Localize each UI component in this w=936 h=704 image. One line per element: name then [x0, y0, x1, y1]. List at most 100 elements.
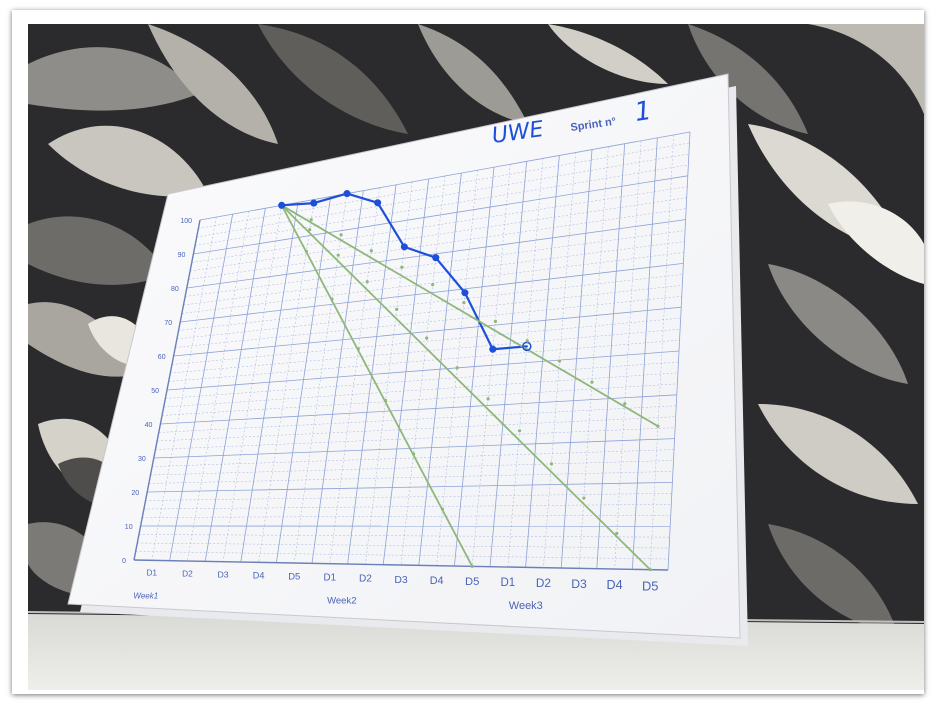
ideal-marker — [493, 319, 498, 324]
ideal-marker — [486, 397, 490, 401]
grid-line-h — [170, 328, 681, 374]
ideal-marker — [615, 531, 619, 535]
ideal-marker — [383, 398, 388, 403]
grid-line-v — [204, 208, 266, 562]
chart-points — [278, 190, 660, 572]
ideal-marker — [431, 282, 435, 287]
grid-line-v — [507, 158, 544, 568]
x-axis — [133, 559, 669, 571]
y-tick-label: 10 — [125, 524, 133, 531]
grid-line-v — [454, 167, 495, 567]
ideal-marker — [549, 462, 554, 466]
ideal-line — [280, 204, 659, 428]
grid-line-v — [667, 131, 691, 571]
ideal-marker — [400, 265, 404, 269]
ideal-marker — [330, 297, 334, 301]
grid-line-v — [525, 155, 560, 568]
grid-line-v — [311, 190, 364, 564]
x-tick-label: D5 — [465, 576, 479, 588]
sprint-number: 1 — [633, 96, 654, 128]
ideal-marker — [365, 280, 369, 284]
ideal-marker — [336, 253, 340, 257]
actual-data-point — [278, 201, 286, 209]
grid-line-v — [472, 164, 511, 567]
y-tick-label: 60 — [158, 354, 166, 361]
grid-line-v — [222, 205, 282, 562]
photo: UWE Sprint n° 1 0 10 20 30 40 50 60 70 80 90 100 D1… — [28, 24, 924, 690]
grid-line-v — [489, 161, 528, 567]
wallpaper-leaves — [28, 24, 924, 634]
grid-line-h — [157, 416, 676, 442]
week-label: Week1 — [133, 591, 158, 600]
x-tick-label: D3 — [571, 577, 587, 591]
chart-axes — [133, 219, 669, 571]
grid-line-v — [560, 149, 593, 569]
week-label: Week3 — [509, 600, 543, 612]
x-tick-label: D2 — [536, 576, 551, 590]
x-tick-label: D1 — [500, 577, 515, 589]
ideal-marker — [648, 568, 652, 572]
actual-data-point — [400, 243, 408, 251]
grid-line-v — [632, 137, 658, 570]
actual-data-point — [461, 289, 469, 297]
ideal-marker — [623, 402, 627, 406]
grid-line-h — [152, 449, 675, 467]
ideal-marker — [462, 301, 466, 305]
grid-line-v — [329, 187, 380, 564]
y-tick-label: 0 — [122, 558, 126, 565]
grid-line-v — [418, 173, 462, 566]
y-tick-label: 90 — [178, 252, 186, 259]
actual-data-point — [432, 254, 440, 262]
ideal-marker — [470, 564, 474, 568]
ideal-marker — [425, 336, 429, 340]
x-tick-label: D5 — [288, 571, 300, 582]
actual-data-point — [374, 199, 382, 207]
x-tick-label: D4 — [253, 571, 265, 581]
grid-line-h — [175, 296, 682, 348]
y-tick-label: 30 — [138, 456, 146, 463]
grid-line-h — [148, 471, 673, 484]
grid-line-h — [176, 285, 683, 340]
ideal-line — [280, 204, 474, 568]
grid-line-v — [258, 199, 315, 563]
x-tick-label: D3 — [394, 575, 408, 586]
actual-data-point — [489, 345, 497, 353]
y-tick-label: 70 — [164, 320, 172, 327]
x-tick-label: D4 — [607, 578, 623, 592]
grid-line-v — [169, 214, 234, 561]
ideal-marker — [411, 452, 416, 456]
grid-line-v — [382, 178, 430, 565]
grid-line-v — [614, 140, 642, 570]
x-tick-label: D2 — [182, 568, 193, 578]
y-tick-label: 80 — [171, 286, 179, 293]
ideal-marker — [590, 380, 594, 384]
ideal-marker — [517, 429, 522, 433]
ideal-marker — [525, 339, 529, 343]
ideal-marker — [557, 359, 562, 363]
actual-data-point — [310, 199, 318, 207]
photo-frame: UWE Sprint n° 1 0 10 20 30 40 50 60 70 80 90 100 D1… — [12, 10, 924, 694]
x-tick-label: D1 — [147, 568, 158, 577]
grid-line-v — [650, 134, 674, 570]
x-tick-label: D4 — [430, 575, 444, 587]
x-tick-label: D5 — [642, 578, 658, 593]
chart-lines — [280, 192, 659, 571]
ideal-line — [280, 204, 652, 571]
x-tick-label: D1 — [324, 573, 337, 584]
ideal-marker — [356, 347, 360, 351]
grid-line-h — [138, 534, 670, 538]
grid-line-v — [276, 196, 332, 563]
grid-line-v — [596, 143, 626, 569]
ideal-marker — [369, 249, 373, 253]
ideal-marker — [308, 228, 312, 232]
week-label: Week2 — [327, 596, 356, 607]
chart-sheet — [67, 73, 741, 639]
ideal-marker — [304, 249, 308, 253]
ideal-marker — [455, 366, 459, 370]
y-tick-label: 50 — [151, 388, 159, 395]
y-tick-label: 100 — [180, 218, 192, 225]
grid-line-v — [400, 175, 446, 566]
y-tick-label: 20 — [131, 490, 139, 497]
y-axis — [133, 219, 201, 561]
x-tick-label: D3 — [217, 569, 228, 579]
